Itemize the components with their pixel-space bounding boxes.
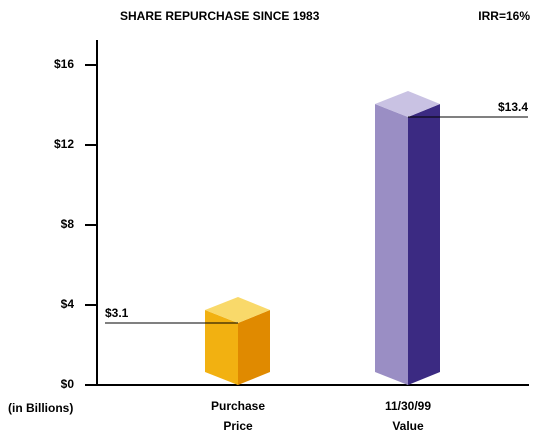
value-label: $13.4 (498, 100, 528, 114)
bar (205, 297, 270, 385)
y-tick-label: $12 (54, 137, 74, 151)
annotation: IRR=16% (478, 9, 530, 23)
bar-top-face (375, 91, 440, 117)
chart-title: SHARE REPURCHASE SINCE 1983 (120, 9, 320, 23)
y-tick-label: $8 (61, 217, 75, 231)
bar-left-face (205, 310, 238, 385)
y-axis-label: (in Billions) (8, 401, 73, 415)
y-tick-label: $0 (61, 377, 75, 391)
bar-left-face (375, 104, 408, 385)
bar (375, 91, 440, 385)
y-tick-label: $16 (54, 57, 74, 71)
x-tick-label: 11/30/99 Value (384, 399, 432, 433)
bar-right-face (238, 310, 270, 385)
bar-top-face (205, 297, 270, 323)
value-label: $3.1 (105, 306, 129, 320)
bar-right-face (408, 104, 440, 385)
x-tick-label: Purchase Price (210, 399, 266, 433)
y-tick-label: $4 (61, 297, 75, 311)
